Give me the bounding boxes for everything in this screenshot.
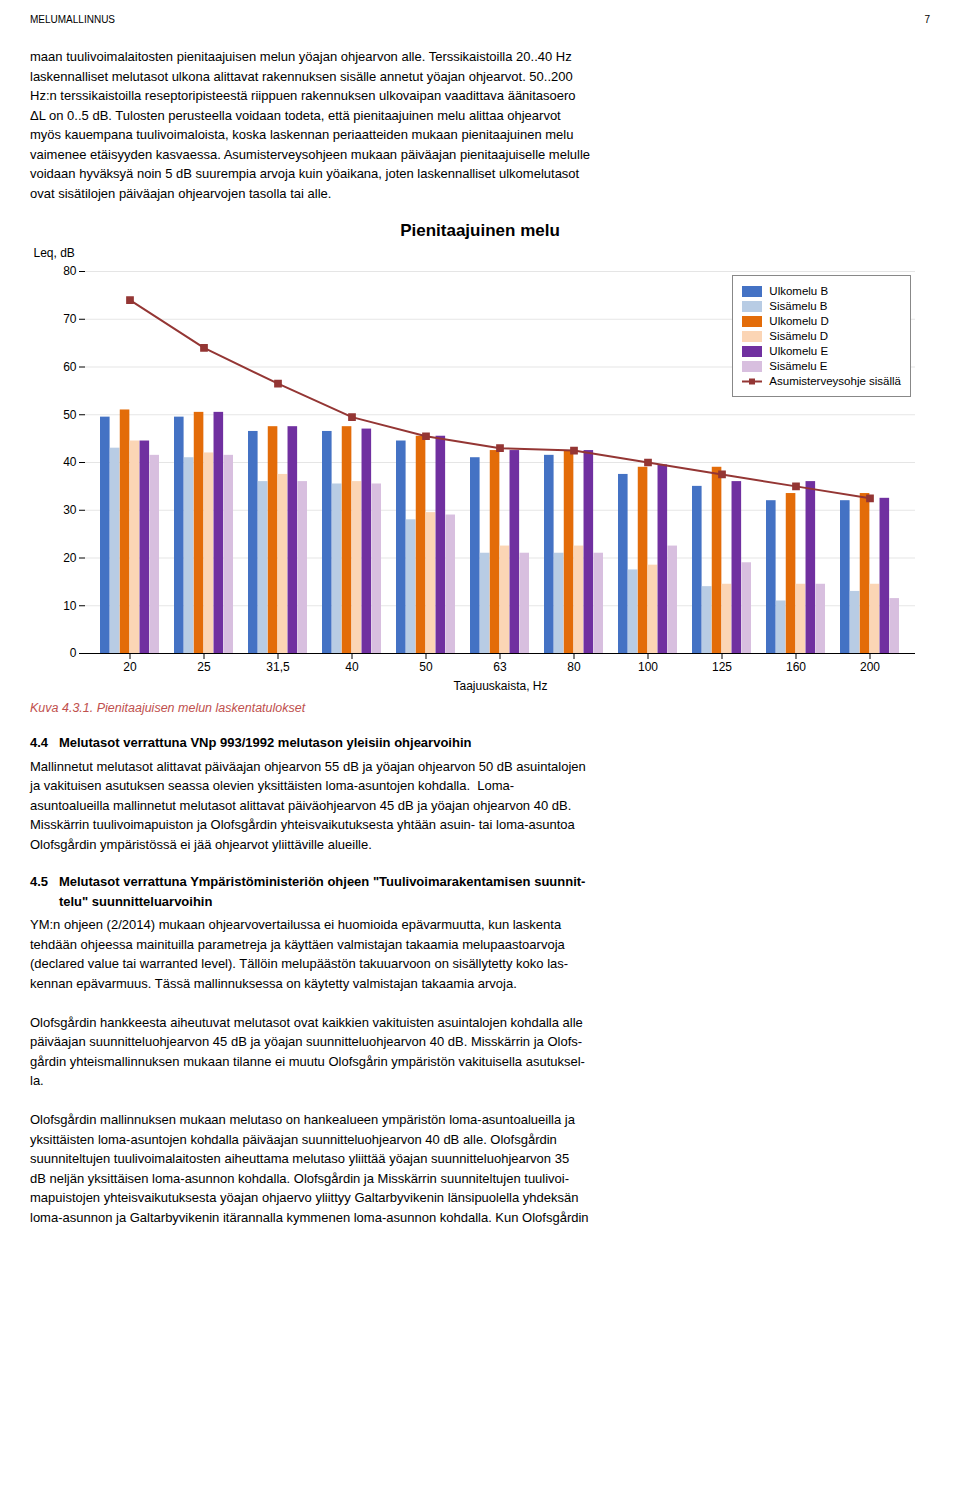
svg-text:25: 25 bbox=[197, 660, 211, 674]
html-text:Kuva 4.3.1. Pienitaajuisen mel: Kuva 4.3.1. Pienitaajuisen melun laskent… bbox=[30, 701, 306, 715]
html-text:Pienitaajuinen melu: Pienitaajuinen melu bbox=[400, 221, 560, 240]
html-text:Asumisterveysohje sisällä: Asumisterveysohje sisällä bbox=[769, 375, 901, 387]
svg-text:Taajuuskaista, Hz: Taajuuskaista, Hz bbox=[453, 679, 547, 693]
svg-text:40: 40 bbox=[63, 455, 77, 469]
svg-text:40: 40 bbox=[345, 660, 359, 674]
svg-text:0: 0 bbox=[70, 646, 77, 660]
html-text:YM:n ohjeen (2/2014) mukaan oh: YM:n ohjeen (2/2014) mukaan ohjearvovert… bbox=[30, 917, 589, 1225]
html-text:Sisämelu E: Sisämelu E bbox=[769, 360, 828, 372]
svg-text:160: 160 bbox=[786, 660, 806, 674]
html-text:Sisämelu B: Sisämelu B bbox=[769, 300, 828, 312]
html-text:maan tuulivoimalaitosten pieni: maan tuulivoimalaitosten pienitaajuisen … bbox=[30, 49, 590, 201]
html-text:7: 7 bbox=[924, 14, 930, 25]
svg-text:60: 60 bbox=[63, 360, 77, 374]
svg-text:80: 80 bbox=[63, 264, 77, 278]
svg-text:10: 10 bbox=[63, 599, 77, 613]
html-text:Ulkomelu D: Ulkomelu D bbox=[769, 315, 829, 327]
html-text:4.4 Melutasot verrattuna VNp 9: 4.4 Melutasot verrattuna VNp 993/1992 me… bbox=[30, 735, 472, 750]
svg-text:50: 50 bbox=[63, 408, 77, 422]
html-text:Ulkomelu B: Ulkomelu B bbox=[769, 285, 829, 297]
html-text:Ulkomelu E: Ulkomelu E bbox=[769, 345, 829, 357]
svg-text:70: 70 bbox=[63, 312, 77, 326]
svg-text:125: 125 bbox=[712, 660, 732, 674]
svg-text:20: 20 bbox=[63, 551, 77, 565]
svg-text:100: 100 bbox=[638, 660, 658, 674]
html-text:Mallinnetut melutasot alittava: Mallinnetut melutasot alittavat päiväaja… bbox=[30, 758, 586, 852]
html-text:Sisämelu D: Sisämelu D bbox=[769, 330, 829, 342]
html-text:MELUMALLINNUS: MELUMALLINNUS bbox=[30, 14, 115, 25]
svg-text:80: 80 bbox=[567, 660, 581, 674]
svg-text:30: 30 bbox=[63, 503, 77, 517]
svg-text:Leq, dB: Leq, dB bbox=[34, 246, 75, 260]
svg-text:63: 63 bbox=[493, 660, 507, 674]
svg-text:20: 20 bbox=[123, 660, 137, 674]
html-text:4.5 Melutasot verrattuna Ympär: 4.5 Melutasot verrattuna Ympäristöminist… bbox=[30, 874, 586, 909]
svg-text:50: 50 bbox=[419, 660, 433, 674]
svg-text:31,5: 31,5 bbox=[266, 660, 290, 674]
svg-text:200: 200 bbox=[860, 660, 880, 674]
